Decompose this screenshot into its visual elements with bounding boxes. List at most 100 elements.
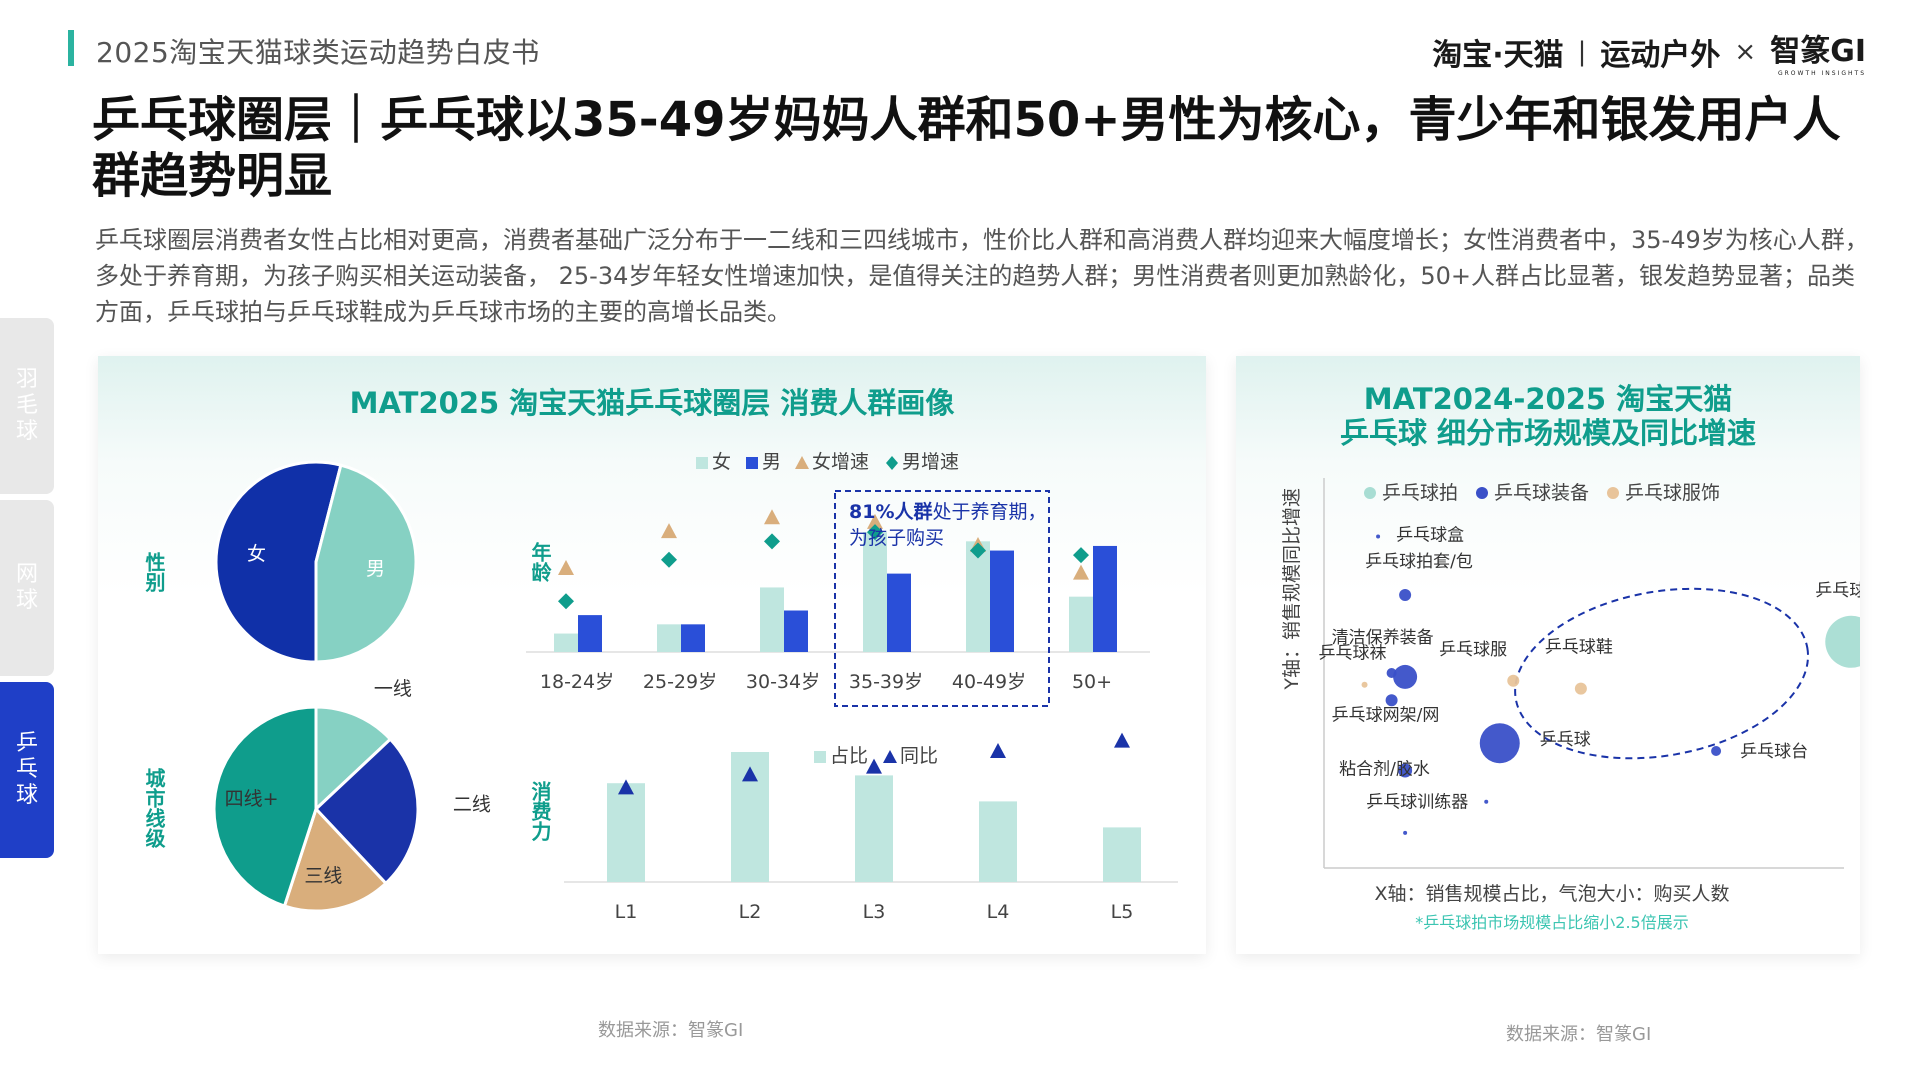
right-panel-title-line-2: 乒乓球 细分市场规模及同比增速	[1339, 416, 1757, 450]
age-tick-label: 25-29岁	[643, 671, 717, 693]
side-tab-badminton[interactable]: 羽毛球	[0, 318, 54, 494]
spend-legend-swatch	[814, 751, 826, 763]
bubble-legend-dot	[1476, 487, 1488, 499]
age-bar-male	[784, 610, 808, 652]
channel-logo: 运动户外	[1600, 37, 1721, 73]
row-label-gender: 性别	[142, 552, 166, 593]
spend-tick-label: L4	[987, 901, 1010, 923]
bubble-label: 乒乓球服	[1439, 640, 1507, 660]
spend-legend-label: 同比	[900, 745, 938, 767]
bubble-point	[1399, 589, 1412, 601]
bubble-point	[1376, 534, 1381, 539]
bubble-label: 乒乓球	[1540, 730, 1591, 750]
pie-label-2: 三线	[304, 865, 342, 887]
spend-bar	[1103, 827, 1141, 882]
left-panel-title: MAT2025 淘宝天猫乒乓球圈层 消费人群画像	[349, 386, 955, 420]
age-legend-swatch	[886, 456, 898, 470]
right-source: 数据来源：智篆GI	[1506, 1024, 1652, 1045]
header-accent-bar	[68, 30, 74, 66]
bubble-label: 乒乓球盒	[1396, 526, 1464, 546]
spend-legend-label: 占比	[830, 745, 868, 767]
pie-label-3: 四线+	[225, 788, 279, 810]
pie-slice-3	[212, 705, 318, 908]
page-title: 乒乓球圈层｜乒乓球以35-49岁妈妈人群和50+男性为核心，青少年和银发用户人群…	[92, 92, 1841, 204]
spend-marker-growth	[990, 743, 1006, 758]
callout-line-1-rest: 处于养育期，	[932, 501, 1046, 523]
bubble-legend-dot	[1364, 487, 1376, 499]
bubble-legend-dot	[1607, 487, 1619, 499]
age-bar-female	[657, 624, 681, 652]
spend-marker-growth	[1114, 732, 1130, 748]
age-marker-male-growth	[558, 593, 574, 610]
callout-line-1: 81%人群处于养育期，	[849, 500, 1047, 523]
right-panel-title-line-1: MAT2024-2025 淘宝天猫	[1363, 382, 1733, 416]
pie-slice-2	[282, 806, 388, 913]
spend-legend-swatch	[883, 750, 897, 763]
spend-marker-growth	[866, 758, 882, 774]
taobao-tmall-logo: 淘宝·天猫	[1432, 37, 1564, 73]
callout-line-2: 为孩子购买	[849, 527, 944, 549]
row-label-spending: 消费力	[528, 780, 552, 842]
bubble-legend-label: 乒乓球装备	[1494, 482, 1589, 504]
gender-pie-chart: 女男	[214, 460, 418, 664]
age-bar-female	[966, 541, 990, 652]
spend-marker-growth	[618, 779, 634, 795]
age-marker-female-growth	[661, 523, 677, 539]
spending-bar-chart: L1 L2 L3 L4 L5 占比 同比	[564, 732, 1178, 923]
logo-divider: |	[1577, 36, 1587, 67]
bubble-point	[1393, 664, 1418, 689]
spend-tick-label: L1	[615, 901, 638, 923]
callout-highlight: 81%人群	[849, 500, 932, 523]
age-legend-swatch	[696, 457, 708, 469]
age-bar-female	[1069, 596, 1093, 652]
age-bar-male	[887, 573, 911, 652]
spend-bar	[607, 783, 645, 882]
spend-tick-label: L3	[863, 901, 886, 923]
spend-marker-growth	[742, 766, 758, 782]
bubble-legend-label: 乒乓球服饰	[1625, 482, 1720, 504]
bubble-point	[1385, 694, 1398, 707]
side-tab-label: 羽毛球	[15, 367, 38, 444]
bubble-label: 乒乓球台	[1740, 742, 1808, 762]
age-marker-male-growth	[867, 524, 883, 541]
age-tick-label: 30-34岁	[746, 671, 820, 693]
bubble-plot-area: 乒乓球拍 乒乓球装备 乒乓球服饰乒乓球盒乒乓球拍套/包清洁保养装备乒乓球袜 乒乓球服乒…	[1319, 478, 1860, 869]
bubble-point	[1711, 746, 1722, 756]
age-legend-label: 女增速	[812, 451, 869, 473]
age-bar-male	[681, 624, 705, 652]
row-label-age: 年龄	[528, 541, 552, 583]
pie-slice-0	[314, 705, 393, 813]
bubble-legend-label: 乒乓球拍	[1382, 482, 1458, 504]
age-legend-label: 男增速	[902, 451, 959, 473]
age-bar-male	[990, 550, 1014, 652]
report-title: 2025淘宝天猫球类运动趋势白皮书	[96, 36, 540, 69]
left-source: 数据来源：智篆GI	[598, 1020, 744, 1041]
age-bar-female	[554, 633, 578, 652]
age-marker-female-growth	[764, 509, 780, 525]
side-tab-tennis[interactable]: 网球	[0, 500, 54, 676]
pie-slice-1	[313, 737, 420, 886]
age-tick-label: 50+	[1072, 671, 1112, 693]
side-tab-table-tennis[interactable]: 乒乓球	[0, 682, 54, 858]
age-marker-male-growth	[661, 551, 677, 568]
bubble-label: 乒乓球鞋	[1545, 638, 1613, 658]
footnote: *乒乓球拍市场规模占比缩小2.5倍展示	[1415, 913, 1688, 932]
bubble-point	[1484, 799, 1489, 804]
bubble-point	[1403, 830, 1408, 835]
age-legend-swatch	[795, 456, 809, 469]
right-panel: MAT2024-2025 淘宝天猫 乒乓球 细分市场规模及同比增速 Y轴：销售规…	[1236, 356, 1860, 954]
bubble-point	[1361, 681, 1368, 688]
brand-logos: 淘宝·天猫 | 运动户外 × 智篆GI GROWTH INSIGHTS	[1432, 26, 1866, 77]
right-panel-title: MAT2024-2025 淘宝天猫 乒乓球 细分市场规模及同比增速	[1236, 382, 1860, 450]
bubble-label: 乒乓球拍套/包	[1365, 552, 1473, 572]
side-tab-label: 乒乓球	[15, 731, 38, 808]
y-axis-label: Y轴：销售规模同比增速	[1281, 488, 1303, 691]
partner-logo-sub: GROWTH INSIGHTS	[1777, 70, 1866, 77]
age-tick-label: 35-39岁	[849, 671, 923, 693]
bubble-label: 乒乓球训练器	[1366, 793, 1468, 813]
bubble-label: 乒乓球拍	[1815, 581, 1860, 601]
spend-tick-label: L2	[739, 901, 762, 923]
age-legend-swatch	[746, 457, 758, 469]
pie-label-0: 女	[247, 543, 266, 565]
